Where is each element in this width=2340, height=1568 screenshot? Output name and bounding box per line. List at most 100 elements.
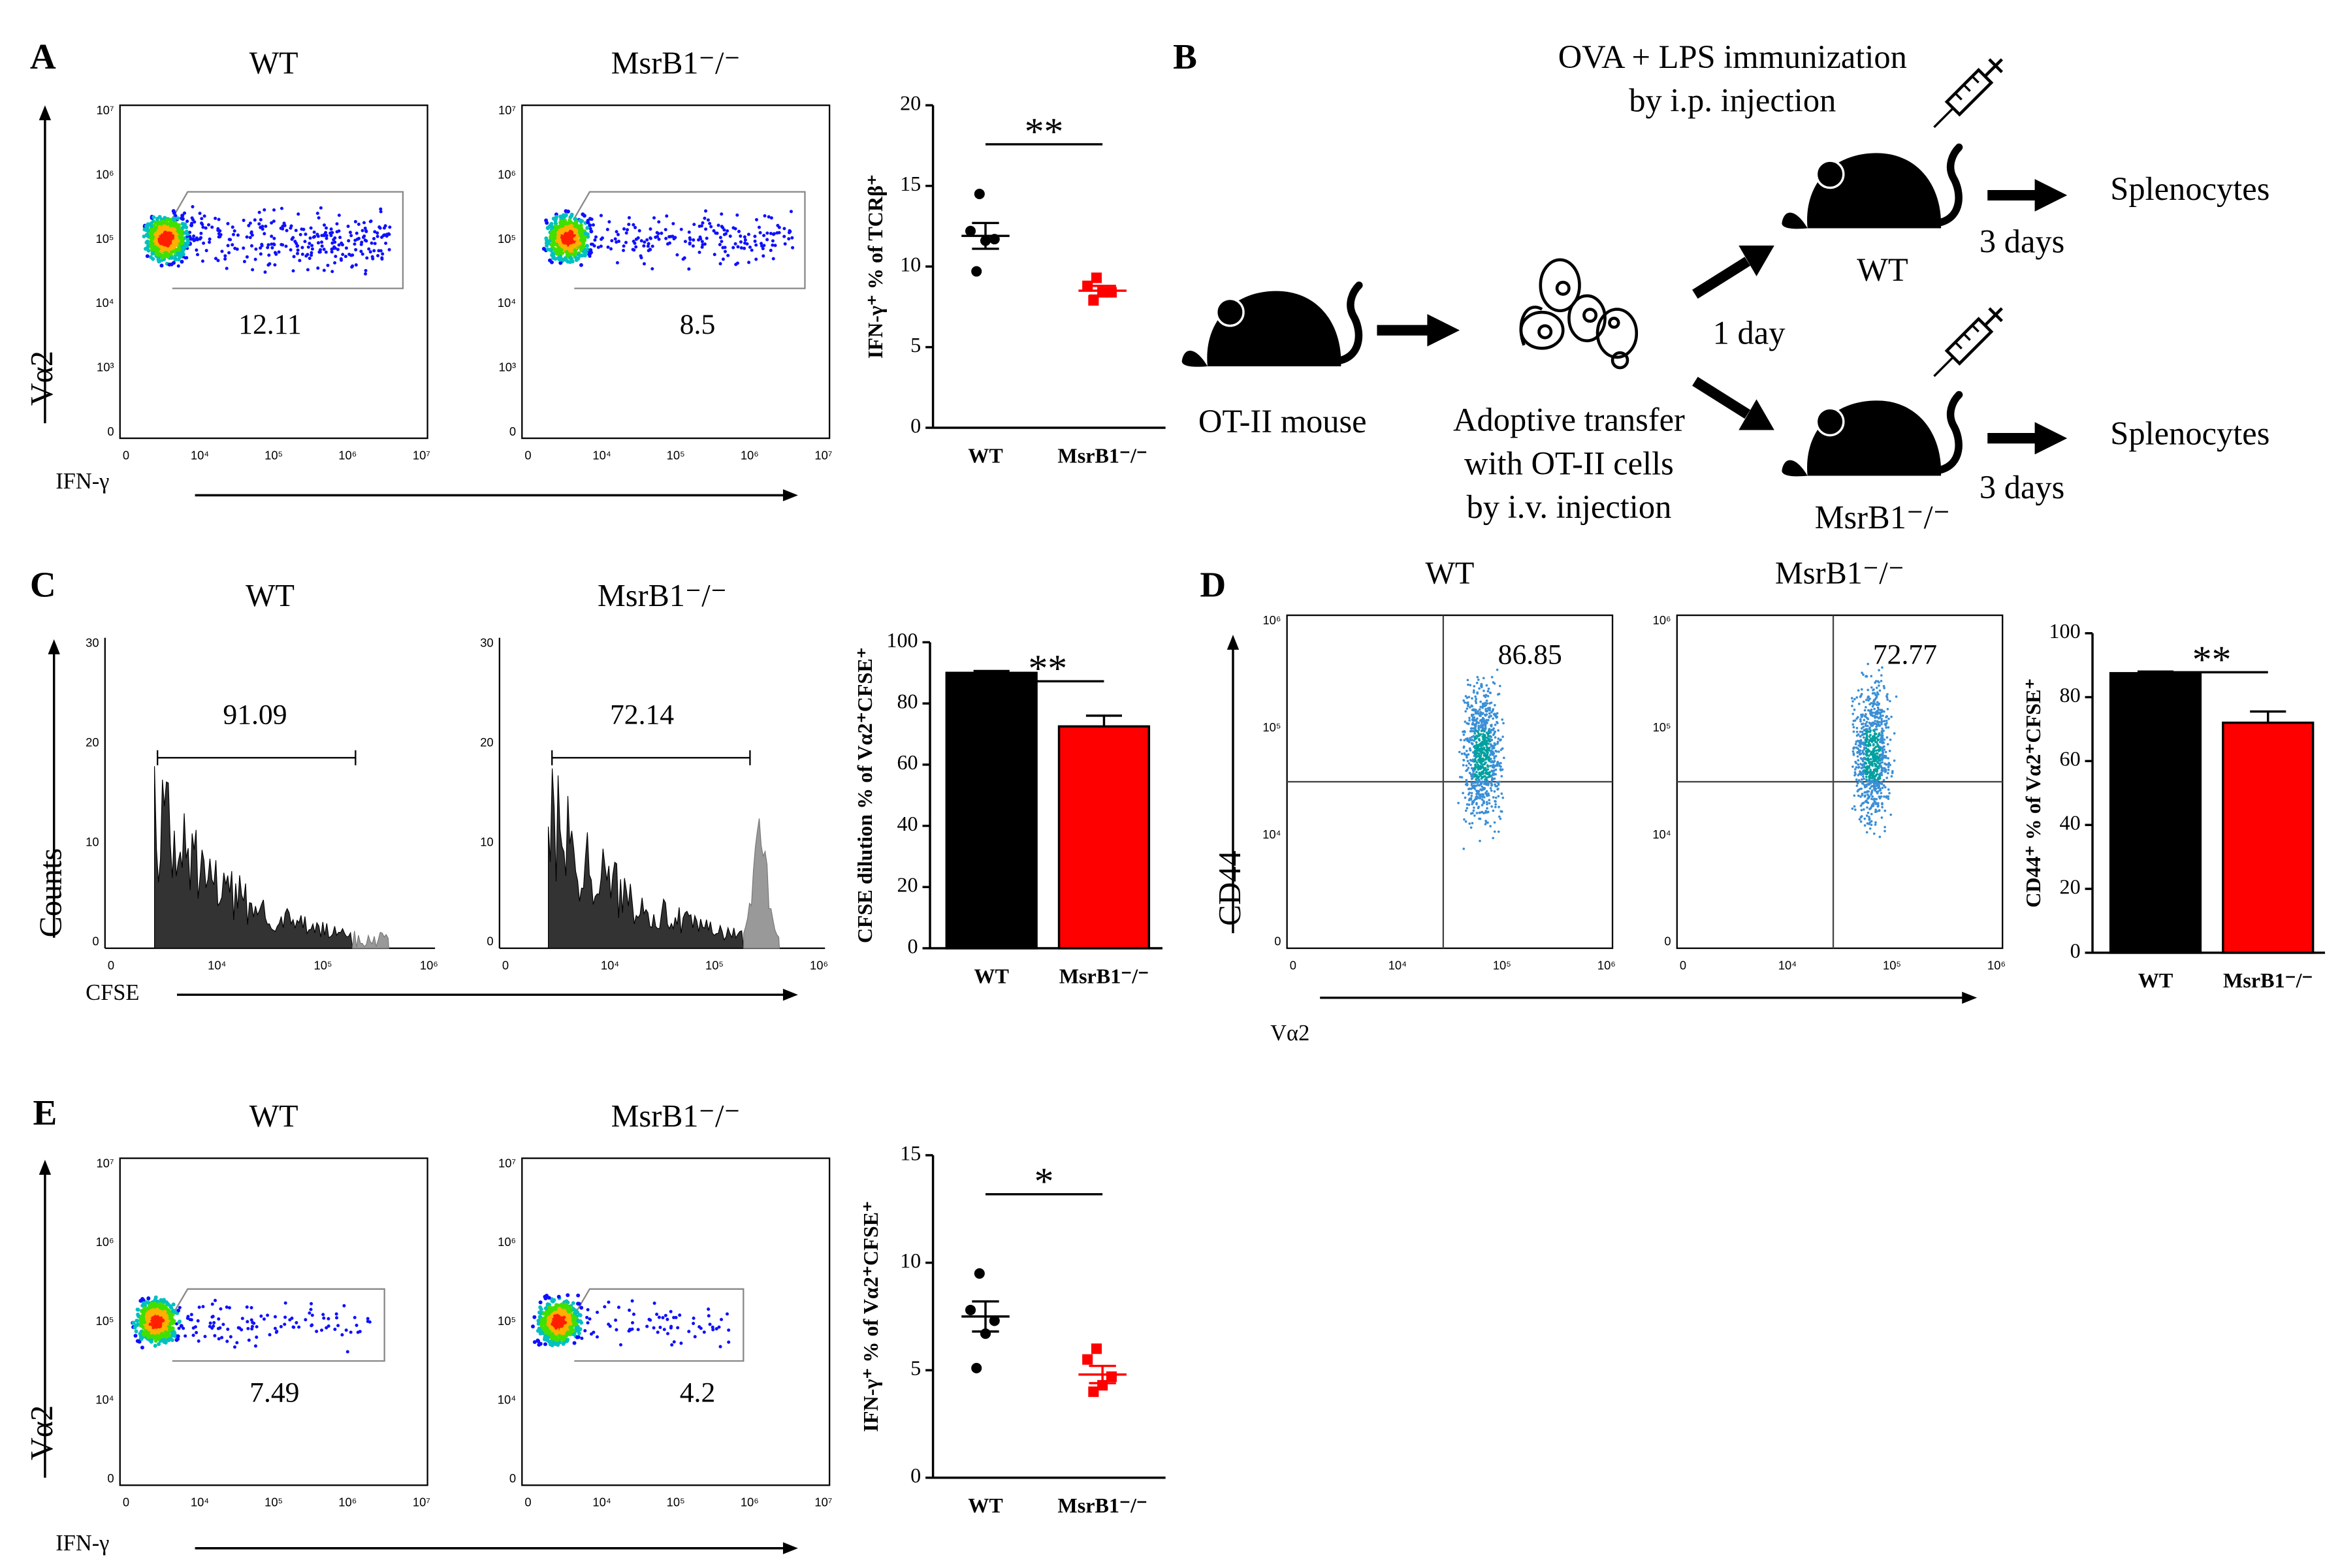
event-dot [1488,712,1491,715]
event-dot [1873,733,1876,736]
y-tick-label: 10⁴ [1262,827,1281,841]
event-dot [1876,782,1879,785]
event-dot [1874,720,1876,722]
event-dot [361,229,364,232]
event-dot [266,1313,270,1317]
event-dot [687,230,691,234]
event-dot [283,1315,287,1319]
event-dot [605,227,609,231]
event-dot [180,246,185,250]
event-dot [564,209,568,214]
event-dot [297,212,300,216]
event-dot [1870,771,1873,774]
event-dot [1501,718,1504,721]
event-dot [783,242,787,246]
event-dot [149,224,153,229]
event-dot [1853,794,1856,797]
event-dot [1475,812,1479,814]
event-dot [272,236,276,240]
y-tick-label: 10 [480,835,493,848]
event-dot [1484,714,1487,717]
event-dot [1867,783,1870,786]
event-dot [1867,811,1870,814]
event-dot [297,1325,301,1329]
event-dot [1853,774,1856,776]
event-dot [683,240,687,244]
event-dot [743,241,747,245]
event-dot [1878,733,1880,736]
event-dot [1486,722,1488,724]
gate-value: 72.14 [610,699,674,730]
x-tick-label: 10⁴ [208,958,226,972]
event-dot [1462,730,1464,733]
event-dot [1480,724,1483,727]
event-dot [1860,688,1863,691]
event-dot [637,229,641,232]
event-dot [1857,733,1860,736]
event-dot [1477,754,1481,758]
event-dot [1484,754,1487,758]
event-dot [142,1320,147,1324]
event-dot [1862,736,1865,739]
event-dot [152,215,156,219]
event-dot [1478,811,1481,814]
event-dot [1871,705,1874,708]
event-dot [704,227,708,231]
event-dot [254,247,258,251]
gate [573,1288,745,1362]
event-dot [1893,732,1896,735]
event-dot [337,229,341,233]
event-dot [155,1330,159,1334]
event-dot [1494,803,1497,806]
y-tick-label: 20 [480,735,493,749]
event-dot [579,219,583,224]
event-dot [1875,696,1878,699]
event-dot [761,254,765,258]
event-dot [1878,724,1882,728]
event-dot [143,247,148,251]
event-dot [150,1338,154,1343]
event-dot [577,1302,581,1306]
event-dot [1477,765,1480,768]
event-dot [151,251,155,256]
event-dot [571,1301,575,1305]
event-dot [1854,743,1857,746]
event-dot [1478,708,1481,711]
event-dot [1481,795,1484,798]
event-dot [671,221,675,225]
event-dot [385,234,389,238]
event-dot [183,222,187,227]
event-dot [758,231,762,234]
event-dot [1496,742,1499,745]
event-dot [1871,692,1874,695]
event-dot [236,1326,240,1330]
event-dot [579,247,583,251]
event-dot [708,1322,712,1326]
event-dot [327,1324,330,1328]
event-dot [753,239,757,243]
event-dot [618,1343,623,1347]
event-dot [1494,805,1497,808]
event-dot [270,234,274,238]
event-dot [157,1302,162,1306]
event-dot [310,251,313,255]
event-dot [1873,702,1876,705]
event-dot [333,240,337,244]
event-dot [1889,813,1893,816]
event-dot [292,255,296,259]
event-dot [1479,726,1483,729]
event-dot [1490,770,1494,773]
diagram-text: OVA + LPS immunization [1558,39,1907,75]
event-dot [1865,734,1868,737]
event-dot [1869,769,1872,771]
event-dot [279,227,283,231]
event-dot [148,1314,152,1319]
event-dot [1484,694,1488,697]
event-dot [1499,768,1502,771]
event-dot [538,1300,543,1305]
event-dot [296,248,300,252]
event-dot [590,242,595,246]
event-dot [544,236,549,240]
event-dot [208,240,212,244]
event-dot [169,1305,174,1310]
